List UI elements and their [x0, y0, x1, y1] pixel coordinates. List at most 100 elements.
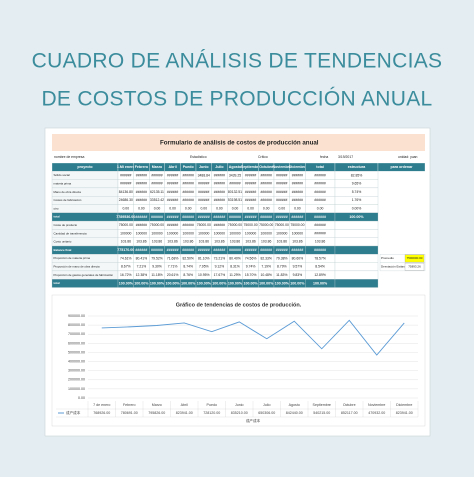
cell-text: 53198.51 — [228, 198, 242, 202]
line-series — [101, 319, 405, 356]
cell-text: 8.74% — [183, 265, 193, 269]
cell-text: ###### — [183, 182, 194, 186]
cell-text: ###### — [167, 223, 178, 227]
cell-text: ###### — [245, 198, 256, 202]
x-tick-label: Marzo — [152, 403, 162, 407]
cell-text: ###### — [151, 173, 162, 177]
cell-text: 24686.30 — [119, 198, 133, 202]
cell-text: 33512.42 — [150, 198, 164, 202]
cell-text: ###### — [245, 182, 256, 186]
row-label: Cantidad de transferencia — [54, 231, 87, 235]
stat-label: Desviación Estándar — [381, 265, 409, 269]
x-axis-title: 成产成本 — [246, 418, 261, 423]
row-label: Proporción de gastos generales de fabric… — [54, 273, 114, 277]
cell-box — [334, 229, 379, 238]
stat-value-box — [404, 254, 425, 263]
cell-text: 100.00% — [259, 281, 274, 285]
cell-text: ###### — [314, 173, 325, 177]
cell-text: ###### — [183, 173, 194, 177]
cell-text: 74.61% — [120, 256, 132, 260]
cell-text: 82.50% — [182, 256, 194, 260]
cell-text: ###### — [245, 190, 256, 194]
cell-text: 0.00 — [232, 207, 239, 211]
cell-text: ###### — [120, 182, 131, 186]
cell-text: 100000 — [229, 231, 240, 235]
cell-text: ###### — [213, 215, 225, 219]
cell-text: ###### — [120, 173, 131, 177]
cell-text: ###### — [167, 248, 179, 252]
cell-text: ###### — [245, 248, 257, 252]
cell-text: 75000.00 — [244, 223, 258, 227]
cell-text: ###### — [292, 173, 303, 177]
cell-text: ###### — [314, 182, 325, 186]
cell-text: ###### — [136, 190, 147, 194]
cell-text: 100000 — [198, 231, 209, 235]
cell-box — [51, 212, 119, 222]
cell-text: 8.79% — [277, 265, 287, 269]
cell-text: ###### — [213, 248, 225, 252]
cell-text: ###### — [167, 173, 178, 177]
cell-text: 0.00 — [185, 207, 192, 211]
row-label: total — [54, 281, 60, 285]
cell-text: 11.18% — [151, 273, 162, 277]
cell-text: 9.83% — [293, 273, 303, 277]
column-header: proyecto — [77, 165, 93, 169]
cell-text: ###### — [136, 198, 147, 202]
cell-text: ###### — [151, 248, 163, 252]
row-label: Proporción de mano de obra directa — [54, 265, 101, 269]
cell-text: ###### — [229, 248, 241, 252]
cell-text: 84136.80 — [119, 190, 133, 194]
cell-text: 74.56% — [245, 256, 257, 260]
cell-box — [334, 262, 379, 272]
page-title: DE COSTOS DE PRODUCCIÓN ANUAL — [41, 88, 432, 111]
cell-text: 100000 — [136, 231, 147, 235]
x-tick-label: Noviembre — [368, 403, 385, 407]
cell-box — [334, 254, 379, 263]
cell-box — [51, 204, 119, 213]
row-label: Sólido social — [54, 173, 71, 177]
cell-text: ###### — [136, 182, 147, 186]
cell-text: 100000 — [214, 231, 225, 235]
cell-text: 82.33% — [260, 256, 272, 260]
x-tick-label: Julio — [263, 403, 270, 407]
cell-text: ###### — [182, 215, 194, 219]
row-label: Costo unitario — [54, 240, 72, 244]
cell-text: ###### — [167, 182, 178, 186]
cell-text: 7.71% — [168, 265, 178, 269]
cell-text: 103.86 — [315, 240, 325, 244]
cell-text: 100.00% — [290, 281, 305, 285]
x-tick-label: 7 de enero — [93, 403, 110, 407]
cell-text: 71.68% — [167, 256, 179, 260]
x-tick-label: Abril — [181, 403, 188, 407]
column-header: Diciembre — [289, 165, 306, 169]
cell-text: ###### — [292, 182, 303, 186]
cell-text: 103.86 — [261, 240, 271, 244]
column-header: Abril — [169, 165, 177, 169]
y-tick-label: 800000.00 — [68, 323, 85, 327]
column-header: estructura — [348, 165, 367, 169]
cell-text: ###### — [276, 215, 288, 219]
data-label: 470932.00 — [368, 411, 385, 415]
cell-text: ###### — [291, 215, 303, 219]
cell-text: 78.57% — [314, 256, 326, 260]
sheet-title-box — [52, 134, 425, 151]
cell-text: 100.00% — [313, 281, 328, 285]
cell-text: 103.86 — [230, 240, 240, 244]
cell-text: 8.31% — [230, 265, 240, 269]
chart-title: Gráfico de tendencias de costos de produ… — [176, 302, 302, 308]
cell-box — [334, 270, 379, 280]
cell-box — [334, 237, 379, 247]
cell-text: 75000.00 — [150, 223, 164, 227]
cell-text: 100000 — [276, 231, 287, 235]
cell-text: ###### — [276, 198, 287, 202]
cell-text: 73.21% — [214, 256, 226, 260]
cell-text: ###### — [135, 248, 147, 252]
cell-text: 1.76% — [352, 198, 362, 202]
cell-text: 80.60% — [292, 256, 304, 260]
cell-text: 0.00 — [278, 207, 285, 211]
cell-text: ###### — [314, 223, 325, 227]
cell-text: 10.48% — [260, 273, 272, 277]
cell-text: 100.00% — [275, 281, 290, 285]
cell-text: 100000 — [245, 231, 256, 235]
cell-text: ###### — [167, 190, 178, 194]
